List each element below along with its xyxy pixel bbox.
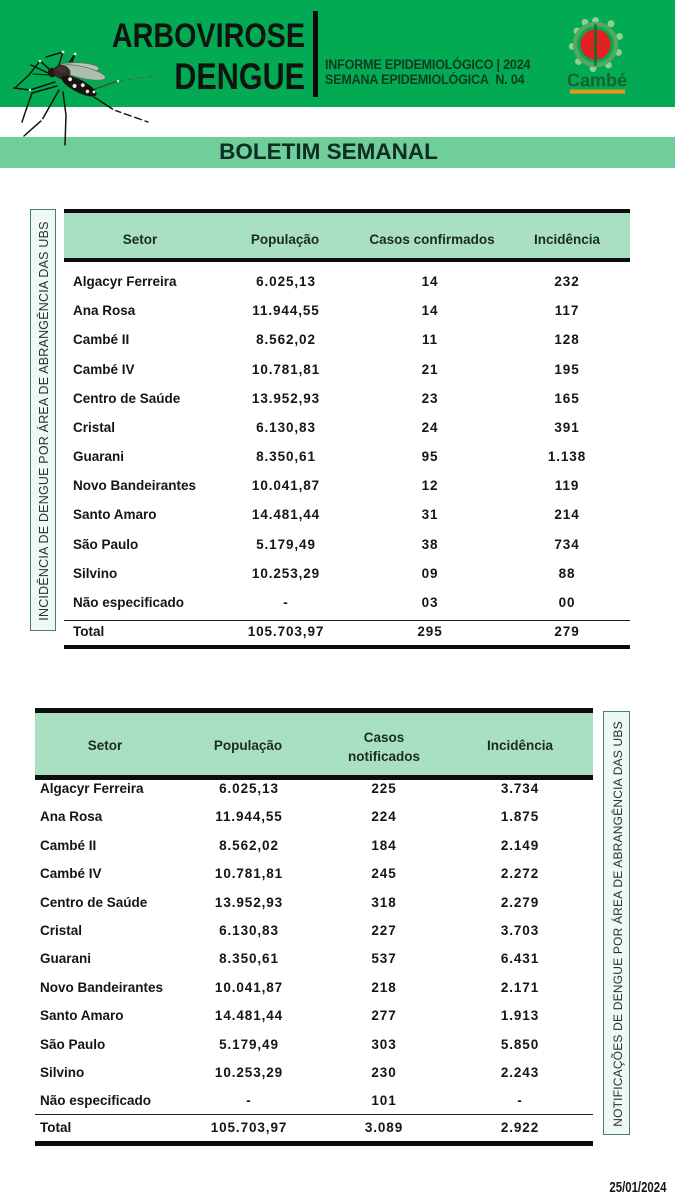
svg-text:Cambé: Cambé bbox=[567, 71, 627, 91]
